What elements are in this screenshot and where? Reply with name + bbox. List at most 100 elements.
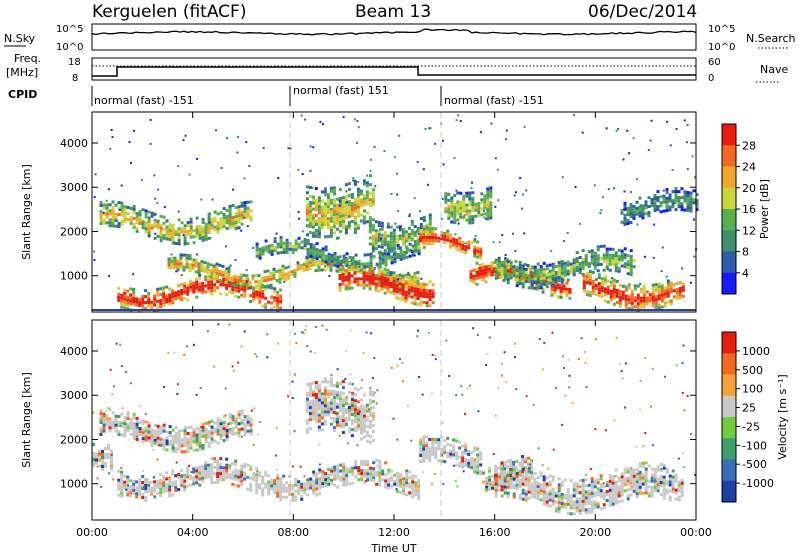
echo-cell <box>428 459 431 462</box>
echo-cell <box>357 415 360 418</box>
cpid-segment-3: normal (fast) -151 <box>444 94 544 107</box>
echo-cell <box>525 475 528 478</box>
echo-cell <box>642 465 645 468</box>
echo-speck <box>441 218 443 220</box>
echo-speck <box>640 204 642 206</box>
echo-cell <box>333 429 336 432</box>
echo-cell <box>405 245 408 248</box>
echo-cell <box>213 271 216 274</box>
echo-cell <box>411 492 414 495</box>
echo-cell <box>210 469 213 472</box>
echo-cell <box>660 201 663 204</box>
echo-cell <box>258 301 261 304</box>
echo-cell <box>498 272 501 275</box>
echo-cell <box>234 472 237 475</box>
echo-cell <box>192 470 195 473</box>
echo-cell <box>390 247 393 250</box>
echo-cell <box>679 281 682 284</box>
echo-cell <box>354 207 357 210</box>
echo-cell <box>372 267 375 270</box>
echo-cell <box>121 220 124 223</box>
echo-cell <box>473 467 476 470</box>
echo-cell <box>402 228 405 231</box>
echo-cell <box>507 266 510 269</box>
echo-cell <box>101 453 104 456</box>
echo-cell <box>363 415 366 418</box>
echo-cell <box>363 430 366 433</box>
echo-cell <box>422 439 425 442</box>
echo-cell <box>384 234 387 237</box>
echo-cell <box>249 280 252 283</box>
echo-cell <box>309 481 312 484</box>
echo-cell <box>306 268 309 271</box>
echo-cell <box>585 508 588 511</box>
echo-cell <box>148 437 151 440</box>
echo-cell <box>507 483 510 486</box>
echo-cell <box>369 281 372 284</box>
echo-cell <box>327 402 330 405</box>
echo-cell <box>354 228 357 231</box>
echo-cell <box>558 270 561 273</box>
echo-cell <box>106 221 109 224</box>
echo-cell <box>434 441 437 444</box>
echo-cell <box>141 295 144 298</box>
echo-cell <box>279 289 282 292</box>
echo-cell <box>315 199 318 202</box>
echo-cell <box>585 260 588 263</box>
echo-cell <box>169 232 172 235</box>
echo-cell <box>384 277 387 280</box>
echo-cell <box>327 196 330 199</box>
echo-cell <box>244 418 247 421</box>
echo-cell <box>330 229 333 232</box>
echo-cell <box>549 481 552 484</box>
echo-cell <box>325 255 328 258</box>
echo-cell <box>396 481 399 484</box>
echo-speck <box>471 182 473 184</box>
echo-cell <box>324 235 327 238</box>
echo-cell <box>172 239 175 242</box>
echo-cell <box>100 433 103 436</box>
echo-cell <box>238 431 241 434</box>
echo-cell <box>274 240 277 243</box>
echo-speck <box>602 196 604 198</box>
echo-cell <box>172 227 175 230</box>
echo-cell <box>171 469 174 472</box>
echo-cell <box>369 411 372 414</box>
echo-cell <box>588 262 591 265</box>
echo-cell <box>237 485 240 488</box>
echo-cell <box>315 384 318 387</box>
echo-cell <box>330 269 333 272</box>
echo-cell <box>405 276 408 279</box>
echo-cell <box>171 295 174 298</box>
echo-cell <box>636 201 639 204</box>
echo-cell <box>231 277 234 280</box>
echo-cell <box>336 486 339 489</box>
echo-cell <box>381 472 384 475</box>
echo-cell <box>171 298 174 301</box>
echo-cell <box>414 243 417 246</box>
echo-cell <box>339 415 342 418</box>
echo-speck <box>153 476 155 478</box>
echo-cell <box>667 295 670 298</box>
echo-cell <box>336 382 339 385</box>
echo-cell <box>585 484 588 487</box>
echo-cell <box>198 478 201 481</box>
echo-cell <box>315 387 318 390</box>
echo-speck <box>690 282 692 284</box>
echo-cell <box>561 281 564 284</box>
echo-cell <box>268 245 271 248</box>
echo-cell <box>501 479 504 482</box>
echo-cell <box>642 462 645 465</box>
echo-cell <box>630 206 633 209</box>
echo-cell <box>129 302 132 305</box>
echo-cell <box>195 472 198 475</box>
echo-cell <box>306 212 309 215</box>
echo-cell <box>600 245 603 248</box>
echo-cell <box>600 263 603 266</box>
echo-cell <box>219 264 222 267</box>
echo-cell <box>464 245 467 248</box>
echo-cell <box>372 394 375 397</box>
echo-cell <box>175 435 178 438</box>
echo-cell <box>109 224 112 227</box>
echo-cell <box>345 417 348 420</box>
